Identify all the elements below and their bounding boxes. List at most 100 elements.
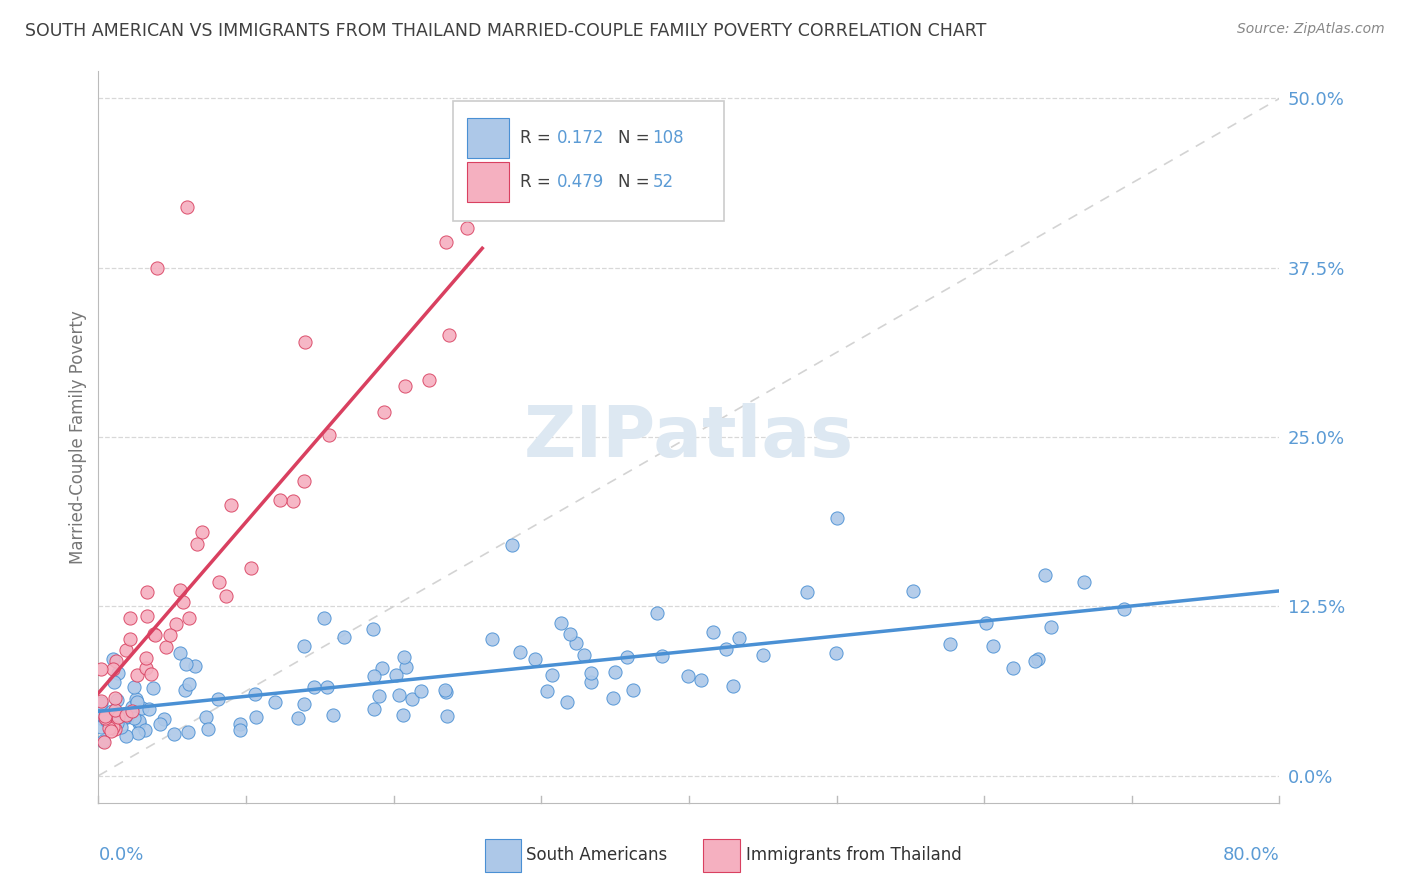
Point — [825, 511, 848, 525]
Point — [169, 646, 191, 660]
Point — [243, 687, 266, 701]
Point — [176, 200, 198, 214]
Point — [127, 725, 149, 739]
Point — [1024, 654, 1046, 668]
Point — [90, 696, 112, 710]
Point — [114, 708, 136, 723]
Point — [418, 373, 440, 387]
Point — [134, 723, 156, 737]
Text: Immigrants from Thailand: Immigrants from Thailand — [745, 847, 962, 864]
Point — [501, 538, 523, 552]
Point — [155, 640, 177, 654]
Point — [107, 716, 129, 731]
Text: 0.0%: 0.0% — [98, 847, 143, 864]
Point — [1026, 651, 1049, 665]
Point — [903, 584, 925, 599]
Point — [93, 734, 115, 748]
Point — [363, 669, 385, 683]
Point — [287, 711, 309, 725]
Point — [100, 723, 122, 738]
Point — [90, 694, 112, 708]
Point — [103, 675, 125, 690]
Point — [392, 708, 415, 723]
Point — [434, 685, 457, 699]
Point — [689, 673, 711, 687]
Text: 0.172: 0.172 — [557, 129, 605, 147]
Point — [197, 723, 219, 737]
Point — [229, 723, 252, 738]
Point — [651, 649, 673, 664]
Point — [370, 661, 392, 675]
Y-axis label: Married-Couple Family Poverty: Married-Couple Family Poverty — [69, 310, 87, 564]
Point — [363, 701, 385, 715]
Point — [550, 615, 572, 630]
Point — [91, 712, 114, 726]
Point — [229, 717, 252, 731]
Point — [128, 715, 150, 730]
Point — [104, 723, 127, 737]
Point — [541, 668, 564, 682]
Text: SOUTH AMERICAN VS IMMIGRANTS FROM THAILAND MARRIED-COUPLE FAMILY POVERTY CORRELA: SOUTH AMERICAN VS IMMIGRANTS FROM THAILA… — [25, 22, 987, 40]
Point — [142, 626, 165, 640]
Point — [536, 683, 558, 698]
FancyBboxPatch shape — [453, 101, 724, 221]
Point — [136, 585, 159, 599]
Point — [115, 729, 138, 743]
Point — [94, 709, 117, 723]
Point — [565, 636, 588, 650]
Text: 80.0%: 80.0% — [1223, 847, 1279, 864]
Text: 0.479: 0.479 — [557, 173, 605, 191]
Point — [207, 575, 229, 590]
Point — [439, 328, 461, 343]
Point — [676, 669, 699, 683]
Point — [142, 681, 165, 695]
Point — [207, 692, 229, 706]
Point — [269, 493, 291, 508]
Point — [312, 611, 335, 625]
Point — [1033, 568, 1056, 582]
Point — [411, 683, 433, 698]
Text: 52: 52 — [652, 173, 673, 191]
Point — [149, 717, 172, 731]
Point — [136, 609, 159, 624]
Point — [318, 428, 340, 442]
FancyBboxPatch shape — [467, 162, 509, 202]
Point — [179, 677, 201, 691]
Point — [616, 650, 638, 665]
Point — [481, 632, 503, 647]
Point — [602, 690, 624, 705]
Point — [1001, 661, 1024, 675]
Text: ZIPatlas: ZIPatlas — [524, 402, 853, 472]
Text: R =: R = — [520, 173, 555, 191]
Point — [107, 665, 129, 680]
Point — [283, 494, 305, 508]
Point — [91, 734, 114, 748]
Point — [120, 611, 142, 625]
Point — [292, 474, 315, 488]
Point — [104, 654, 127, 668]
Point — [163, 726, 186, 740]
Point — [702, 624, 724, 639]
Text: N =: N = — [619, 129, 655, 147]
Point — [315, 680, 337, 694]
Point — [302, 681, 325, 695]
Point — [716, 642, 738, 657]
FancyBboxPatch shape — [703, 839, 740, 871]
Point — [751, 648, 773, 662]
Point — [115, 709, 138, 723]
Point — [1039, 620, 1062, 634]
Point — [728, 631, 751, 645]
Point — [509, 645, 531, 659]
Point — [124, 692, 146, 706]
Point — [128, 714, 150, 728]
Point — [574, 648, 596, 662]
Point — [90, 662, 112, 676]
Point — [135, 650, 157, 665]
Point — [104, 703, 127, 717]
Point — [292, 697, 315, 711]
Point — [115, 643, 138, 657]
Point — [825, 646, 848, 660]
Point — [138, 702, 160, 716]
Point — [104, 691, 127, 706]
Point — [159, 628, 181, 642]
